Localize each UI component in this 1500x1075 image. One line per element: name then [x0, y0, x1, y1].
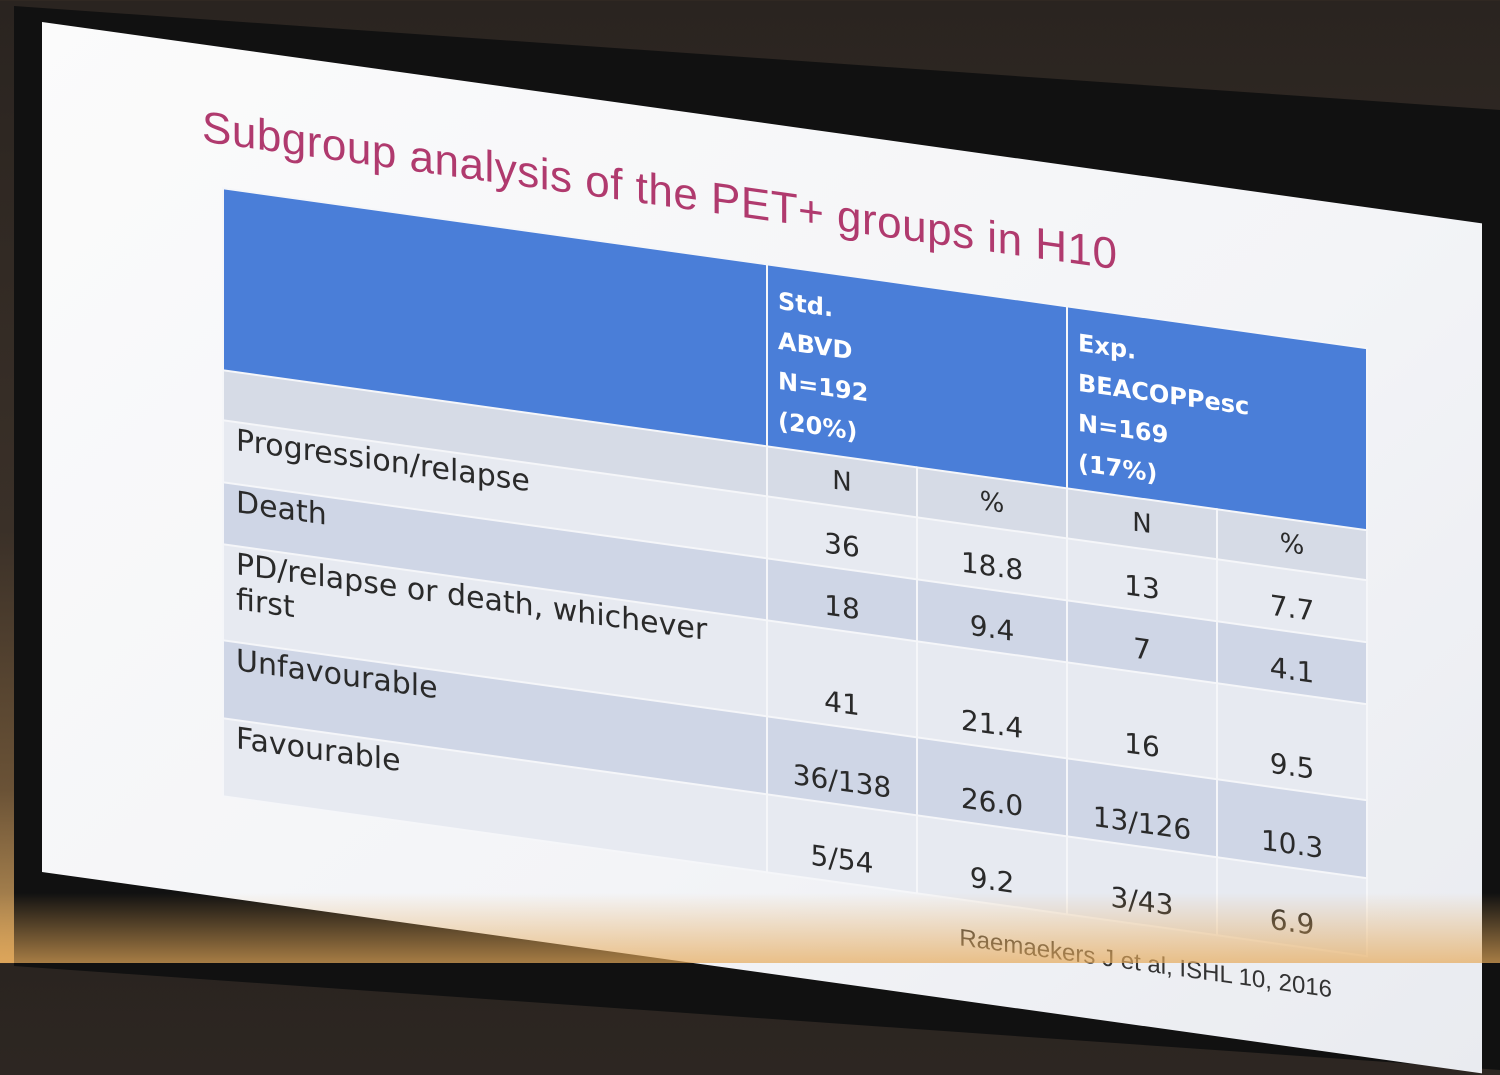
results-table: Std. ABVD N=192 (20%) Exp. BEACOPPesc N=…	[222, 187, 1368, 957]
room-light-glow	[0, 893, 1500, 963]
